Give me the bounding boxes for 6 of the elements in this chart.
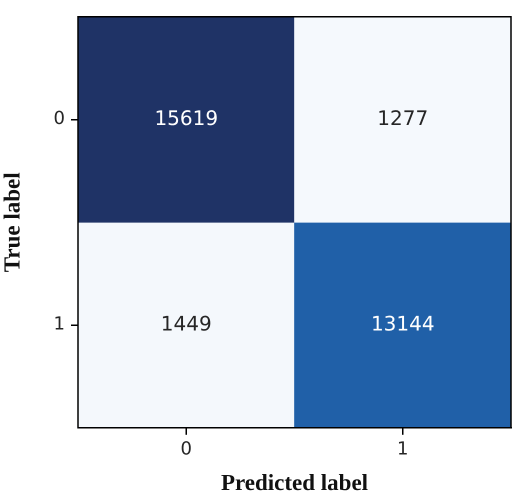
- x-axis-title: Predicted label: [220, 470, 368, 496]
- data-label: 1277: [377, 106, 428, 130]
- data-label: 13144: [370, 311, 435, 336]
- y-axis-title: True label: [0, 172, 25, 272]
- data-label: 1449: [160, 311, 212, 336]
- data-label: 15619: [154, 106, 218, 130]
